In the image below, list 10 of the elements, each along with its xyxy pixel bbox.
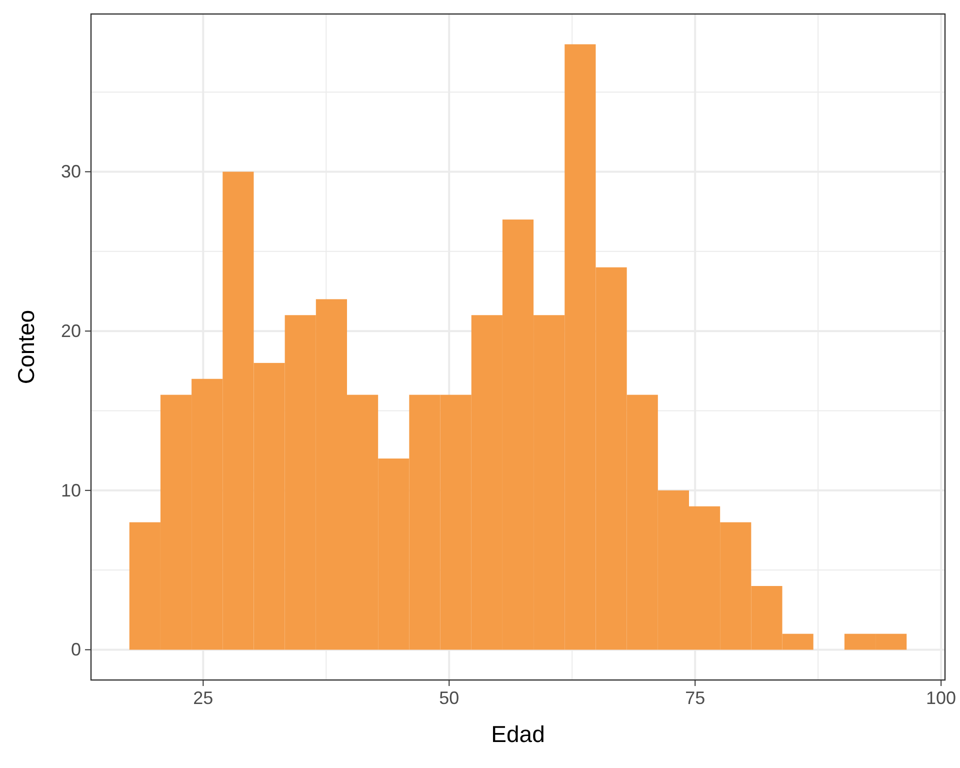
y-tick-label: 20: [60, 321, 81, 342]
x-tick-label: 75: [685, 688, 706, 708]
y-tick-label: 10: [60, 480, 81, 500]
y-tick-label: 30: [60, 162, 81, 182]
x-tick-label: 25: [193, 688, 214, 708]
y-tick-label: 0: [70, 640, 81, 660]
y-axis-title: Conteo: [13, 310, 39, 384]
x-tick-label: 50: [439, 688, 460, 708]
x-tick-label: 100: [926, 688, 956, 708]
x-axis-title: Edad: [491, 721, 545, 747]
